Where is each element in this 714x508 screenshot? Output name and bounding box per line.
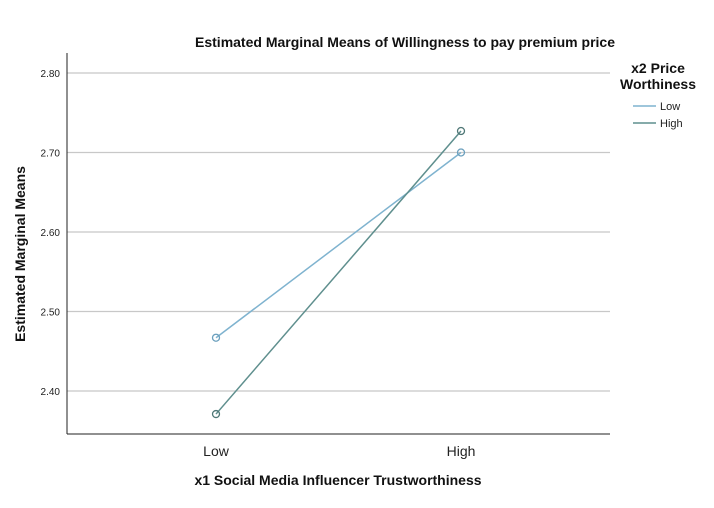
data-point-low	[211, 333, 221, 342]
legend-title-line2: Worthiness	[620, 76, 696, 92]
data-point-high	[211, 409, 221, 419]
chart-title: Estimated Marginal Means of Willingness …	[195, 34, 615, 50]
legend: x2 Price Worthiness Low High	[620, 60, 696, 130]
y-tick-labels: 2.40 2.50 2.60 2.70 2.80	[41, 69, 61, 398]
data-point-low	[456, 148, 466, 157]
y-tick-label: 2.50	[41, 308, 61, 319]
series-line-high	[215, 130, 462, 415]
y-tick-label: 2.70	[41, 149, 61, 160]
legend-label-high: High	[660, 118, 683, 130]
series-group	[211, 126, 466, 419]
legend-items: Low High	[633, 101, 683, 130]
series-line-low	[215, 151, 462, 339]
y-tick-label: 2.40	[41, 387, 61, 398]
data-point-high	[456, 126, 466, 136]
y-tick-label: 2.80	[41, 69, 61, 80]
x-tick-label: Low	[203, 443, 230, 459]
legend-label-low: Low	[660, 101, 680, 113]
y-tick-label: 2.60	[41, 228, 61, 239]
x-tick-labels: Low High	[203, 443, 475, 459]
y-axis-title: Estimated Marginal Means	[12, 166, 28, 342]
grid-lines	[67, 72, 610, 392]
legend-title-line1: x2 Price	[631, 60, 685, 76]
x-tick-label: High	[447, 443, 476, 459]
x-axis-title: x1 Social Media Influencer Trustworthine…	[194, 472, 481, 488]
